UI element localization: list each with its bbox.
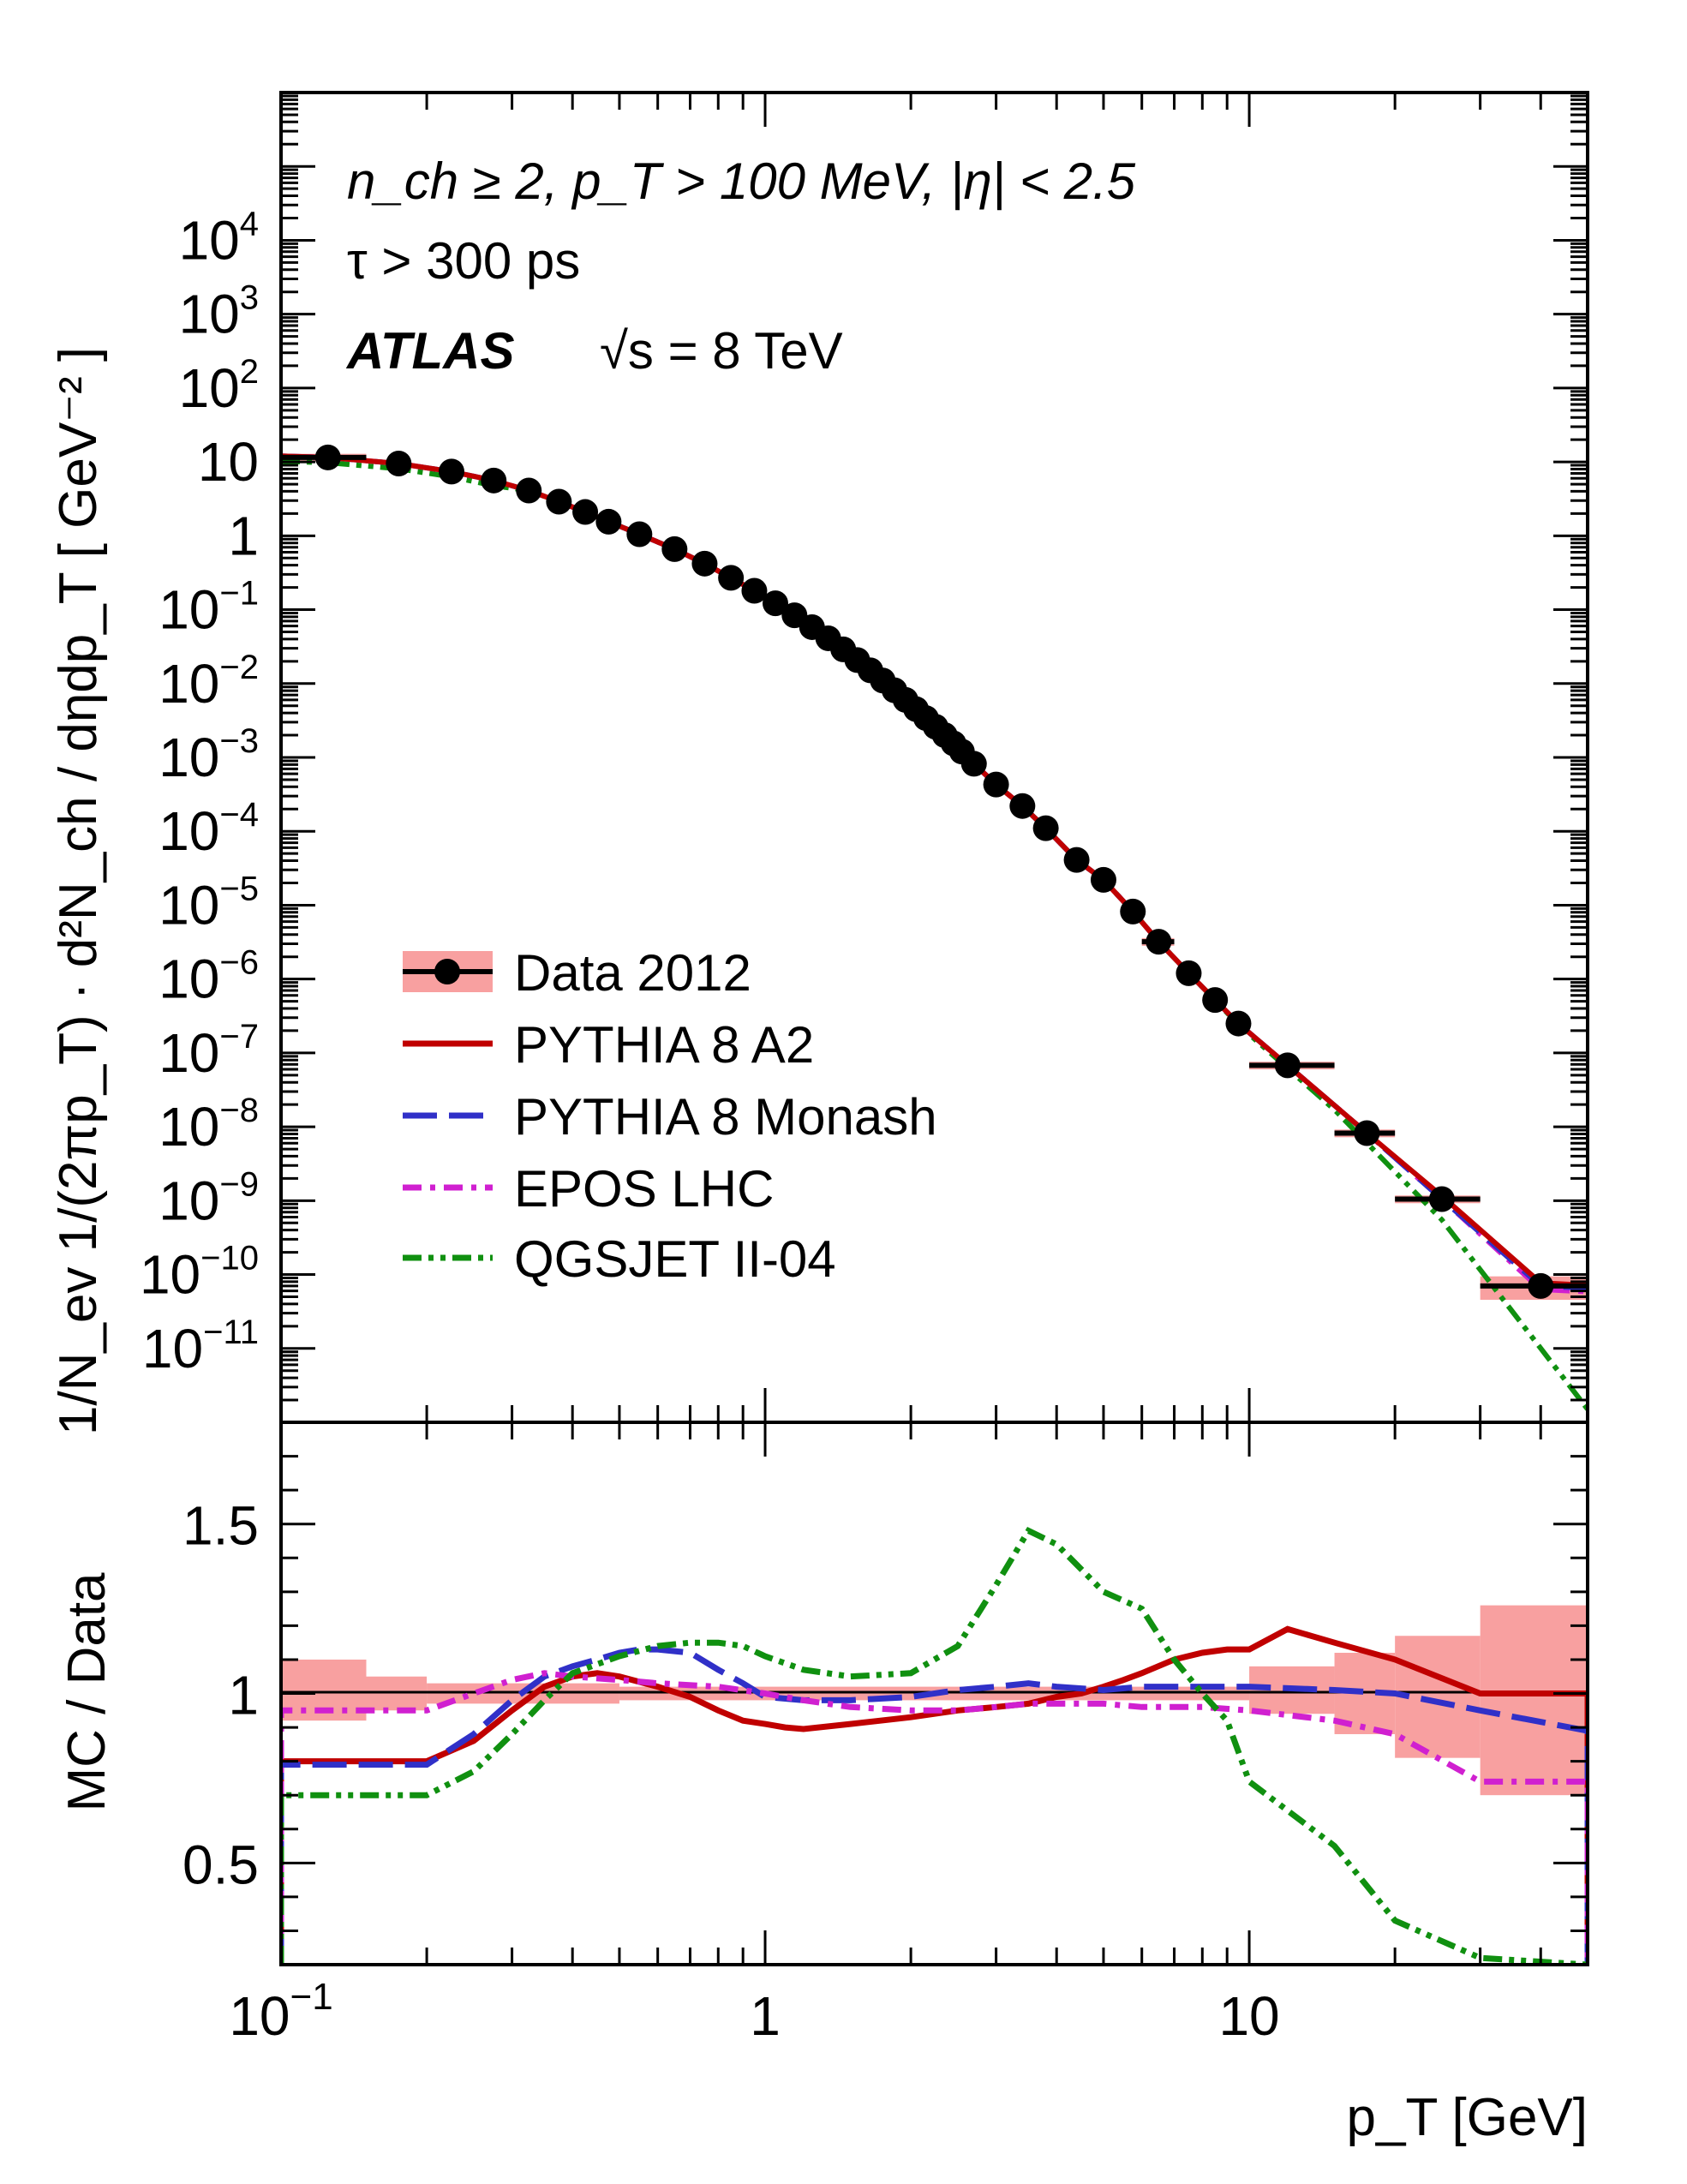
- y-tick-label: 10−3: [159, 722, 259, 788]
- legend-label-epos: EPOS LHC: [514, 1160, 774, 1218]
- data-point: [438, 458, 464, 485]
- data-point: [1090, 866, 1116, 893]
- y-tick-label: 102: [179, 353, 259, 419]
- ratio-y-tick-labels: 0.5 1 1.5: [182, 1495, 259, 1896]
- data-point: [546, 488, 572, 515]
- ratio-curve-qgsjet-ii-04: [281, 1527, 1588, 1965]
- main-mc-curves: [281, 453, 1588, 1411]
- data-point: [1032, 815, 1059, 841]
- legend-item-data: Data 2012: [403, 944, 751, 1002]
- x-tick-labels: 10−1 1 10: [229, 1976, 1279, 2047]
- lifetime-annotation: τ > 300 ps: [347, 232, 580, 290]
- data-point: [1120, 898, 1146, 924]
- data-point: [1225, 1010, 1252, 1037]
- y-tick-label: 10−9: [159, 1165, 259, 1231]
- y-tick-label: 10−10: [140, 1240, 259, 1306]
- data-point: [1146, 929, 1172, 955]
- y-tick-label: 10−8: [159, 1092, 259, 1158]
- main-panel: 10410310210110−110−210−310−410−510−610−7…: [49, 91, 1589, 1435]
- data-point: [626, 521, 653, 547]
- data-point: [983, 771, 1009, 798]
- main-y-axis-label: 1/N_ev 1/(2πp_T) · d²N_ch / dηdp_T [ GeV…: [49, 347, 108, 1435]
- data-point: [572, 499, 599, 525]
- ratio-frame: [279, 1421, 1589, 1966]
- x-axis-label: p_T [GeV]: [1347, 2088, 1588, 2147]
- ratio-mc-curves: [281, 1527, 1588, 1965]
- y-tick-label: 1: [228, 505, 259, 566]
- legend-item-epos: EPOS LHC: [403, 1160, 774, 1218]
- ratio-panel: 0.5 1 1.5 10−1 1 10 MC / Data p_T [GeV]: [57, 1421, 1589, 2147]
- ratio-curve-pythia-8-monash: [281, 1646, 1588, 1965]
- x-tick-label: 10: [1218, 1985, 1279, 2047]
- data-point: [1428, 1186, 1455, 1212]
- legend-item-qgsjet: QGSJET II-04: [403, 1230, 836, 1288]
- legend-label-pythia-a2: PYTHIA 8 A2: [514, 1016, 814, 1074]
- x-tick-label: 10−1: [229, 1976, 332, 2047]
- data-point: [741, 577, 768, 604]
- data-point: [960, 751, 987, 777]
- main-data-points: [281, 444, 1588, 1299]
- main-frame: [279, 91, 1589, 1424]
- legend-label-qgsjet: QGSJET II-04: [514, 1230, 836, 1288]
- main-curve-pythia-8-a2: [281, 453, 1588, 1289]
- data-point: [1274, 1052, 1301, 1079]
- ratio-y-tick-label: 0.5: [182, 1834, 259, 1895]
- y-tick-label: 10−2: [159, 649, 259, 715]
- main-axis-ticks: [279, 93, 1589, 1424]
- data-point: [1063, 847, 1090, 873]
- y-tick-label: 10: [198, 431, 259, 493]
- legend-label-pythia-monash: PYTHIA 8 Monash: [514, 1088, 937, 1146]
- ratio-curve-pythia-8-a2: [281, 1625, 1588, 1965]
- data-point: [1354, 1120, 1380, 1146]
- data-point: [1176, 960, 1202, 986]
- ratio-curve-epos-lhc: [281, 1670, 1588, 1965]
- ratio-y-axis-label: MC / Data: [57, 1572, 117, 1812]
- legend-label-data: Data 2012: [514, 944, 751, 1002]
- ratio-band-segment: [1395, 1636, 1481, 1758]
- data-point: [595, 508, 622, 535]
- data-point: [1202, 987, 1229, 1014]
- main-data-band: [281, 453, 1588, 1301]
- data-point: [718, 565, 745, 591]
- y-tick-label: 104: [179, 205, 259, 271]
- data-point: [661, 536, 688, 562]
- y-tick-label: 103: [179, 279, 259, 345]
- data-point: [386, 451, 412, 477]
- data-point: [516, 477, 542, 504]
- energy-annotation: √s = 8 TeV: [600, 322, 843, 380]
- y-tick-label: 10−5: [159, 870, 259, 936]
- main-y-tick-labels: 10410310210110−110−210−310−410−510−610−7…: [140, 205, 259, 1379]
- y-tick-label: 10−6: [159, 944, 259, 1010]
- data-point: [1009, 793, 1036, 819]
- main-curve-qgsjet-ii-04: [281, 458, 1588, 1411]
- data-point: [314, 444, 341, 470]
- y-tick-label: 10−4: [159, 796, 259, 862]
- legend-data-marker: [434, 959, 460, 984]
- selection-annotation: n_ch ≥ 2, p_T > 100 MeV, |η| < 2.5: [347, 153, 1136, 211]
- data-point: [1528, 1272, 1554, 1299]
- y-tick-label: 10−11: [142, 1313, 259, 1379]
- data-point: [481, 467, 507, 494]
- ratio-y-tick-label: 1.5: [182, 1495, 259, 1557]
- ratio-y-tick-label: 1: [228, 1665, 259, 1726]
- atlas-label: ATLAS: [345, 322, 515, 380]
- data-point: [691, 550, 718, 577]
- legend-item-pythia-monash: PYTHIA 8 Monash: [403, 1088, 937, 1146]
- ratio-band-segment: [1480, 1605, 1588, 1796]
- y-tick-label: 10−7: [159, 1018, 259, 1084]
- ratio-data-band: [281, 1605, 1588, 1796]
- legend-item-pythia-a2: PYTHIA 8 A2: [403, 1016, 814, 1074]
- y-tick-label: 10−1: [159, 575, 259, 641]
- main-curve-pythia-8-monash: [281, 453, 1588, 1291]
- legend: Data 2012 PYTHIA 8 A2 PYTHIA 8 Monash EP…: [403, 944, 937, 1288]
- x-tick-label: 1: [750, 1985, 781, 2047]
- data-point: [763, 590, 789, 617]
